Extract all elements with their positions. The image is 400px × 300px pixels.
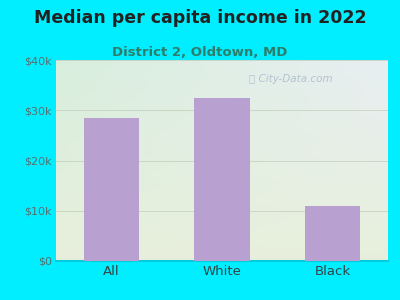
Bar xyxy=(194,98,250,261)
Text: District 2, Oldtown, MD: District 2, Oldtown, MD xyxy=(112,46,288,59)
Bar xyxy=(84,118,139,261)
Text: ⓘ City-Data.com: ⓘ City-Data.com xyxy=(248,74,332,84)
Text: Median per capita income in 2022: Median per capita income in 2022 xyxy=(34,9,366,27)
Bar xyxy=(305,206,360,261)
